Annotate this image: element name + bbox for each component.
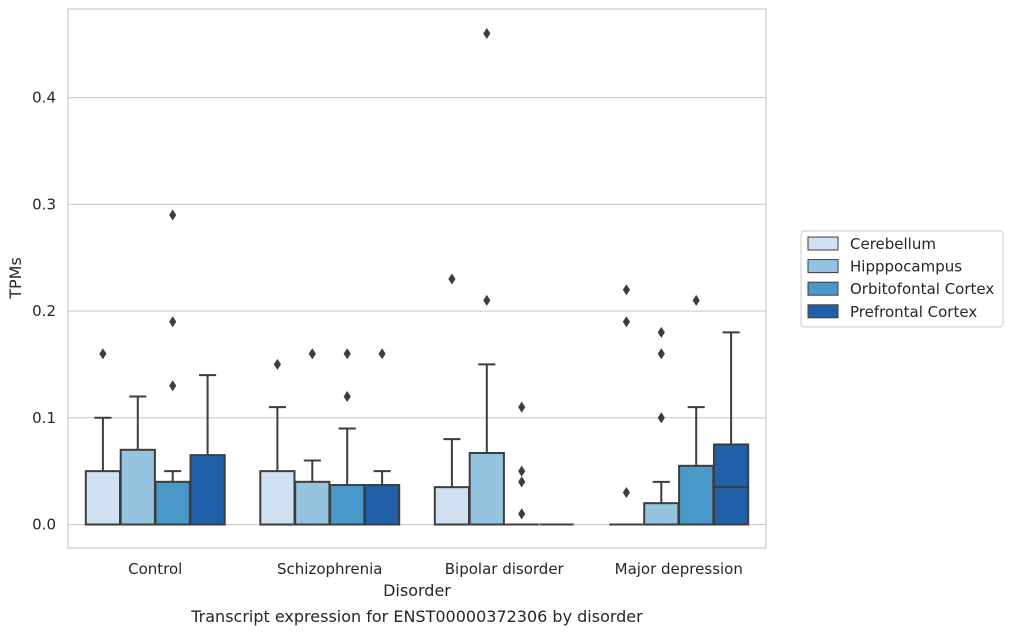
y-tick-label: 0.2 <box>32 302 56 320</box>
outlier-point <box>657 412 665 424</box>
y-tick-label: 0.3 <box>32 195 56 213</box>
outlier-point <box>378 348 386 360</box>
box-3-0 <box>189 374 226 526</box>
legend-label: Prefrontal Cortex <box>850 303 977 321</box>
outlier-point <box>518 476 526 488</box>
box-iqr <box>329 484 366 526</box>
x-tick-label: Bipolar disorder <box>445 560 565 578</box>
box-3-3 <box>712 331 750 526</box>
chart-caption: Transcript expression for ENST0000037230… <box>190 607 643 626</box>
outlier-point <box>169 316 177 328</box>
box-iqr <box>294 480 331 526</box>
boxes-layer <box>84 28 750 526</box>
legend-swatch <box>807 304 839 319</box>
box-1-1 <box>294 348 331 526</box>
legend-swatch <box>807 281 839 296</box>
plot-frame <box>67 8 767 549</box>
outlier-point <box>99 348 107 360</box>
box-1-3 <box>643 326 680 526</box>
outlier-point <box>169 209 177 221</box>
legend: Cerebellum Hipppocampus Orbitofontal Corte… <box>800 230 1004 328</box>
box-iqr <box>678 464 715 526</box>
outlier-point <box>518 401 526 413</box>
box-2-1 <box>329 348 366 526</box>
outlier-point <box>622 284 630 296</box>
box-iqr <box>433 486 471 526</box>
legend-swatch <box>807 259 839 274</box>
box-2-0 <box>154 209 191 526</box>
box-0-1 <box>259 358 296 526</box>
box-3-1 <box>363 348 401 526</box>
box-0-2 <box>433 273 471 526</box>
y-tick-label: 0.1 <box>32 409 56 427</box>
outlier-point <box>657 326 665 338</box>
x-tick-label: Schizophrenia <box>277 560 382 578</box>
x-tick-label: Major depression <box>615 560 743 578</box>
box-iqr <box>712 443 750 526</box>
outlier-point <box>483 294 491 306</box>
box-1-0 <box>119 395 156 526</box>
outlier-point <box>343 390 351 402</box>
box-iqr <box>259 470 296 526</box>
outlier-point <box>518 465 526 477</box>
legend-label: Hipppocampus <box>850 258 962 276</box>
outlier-point <box>273 358 281 370</box>
box-iqr <box>189 454 226 526</box>
y-axis-ticks: 0.0 0.1 0.2 0.3 0.4 <box>32 89 56 534</box>
box-2-2 <box>504 401 539 526</box>
legend-frame <box>800 230 1004 328</box>
outlier-point <box>308 348 316 360</box>
y-tick-label: 0.0 <box>32 516 56 534</box>
box-iqr <box>468 452 505 526</box>
box-0-3 <box>609 284 644 526</box>
legend-label: Orbitofontal Cortex <box>850 280 994 298</box>
box-iqr <box>363 484 401 526</box>
box-iqr <box>154 480 191 526</box>
box-0-0 <box>84 348 122 526</box>
box-iqr <box>84 470 122 526</box>
box-iqr <box>643 502 680 526</box>
outlier-point <box>483 28 491 40</box>
box-2-3 <box>678 294 715 526</box>
outlier-point <box>343 348 351 360</box>
outlier-point <box>692 294 700 306</box>
outlier-point <box>518 508 526 520</box>
box-iqr <box>119 448 156 526</box>
box-1-2 <box>468 28 505 526</box>
outlier-point <box>169 380 177 392</box>
x-tick-label: Control <box>128 560 182 578</box>
x-axis-ticks: Control Schizophrenia Bipolar disorder Majo… <box>128 560 743 578</box>
outlier-point <box>657 348 665 360</box>
outlier-point <box>622 316 630 328</box>
y-tick-label: 0.4 <box>32 89 56 107</box>
outlier-point <box>448 273 456 285</box>
legend-label: Cerebellum <box>850 235 936 253</box>
y-axis-title: TPMs <box>6 257 25 300</box>
plot-area <box>68 9 766 548</box>
x-axis-title: Disorder <box>383 581 451 600</box>
outlier-point <box>622 486 630 498</box>
legend-swatch <box>807 236 839 251</box>
